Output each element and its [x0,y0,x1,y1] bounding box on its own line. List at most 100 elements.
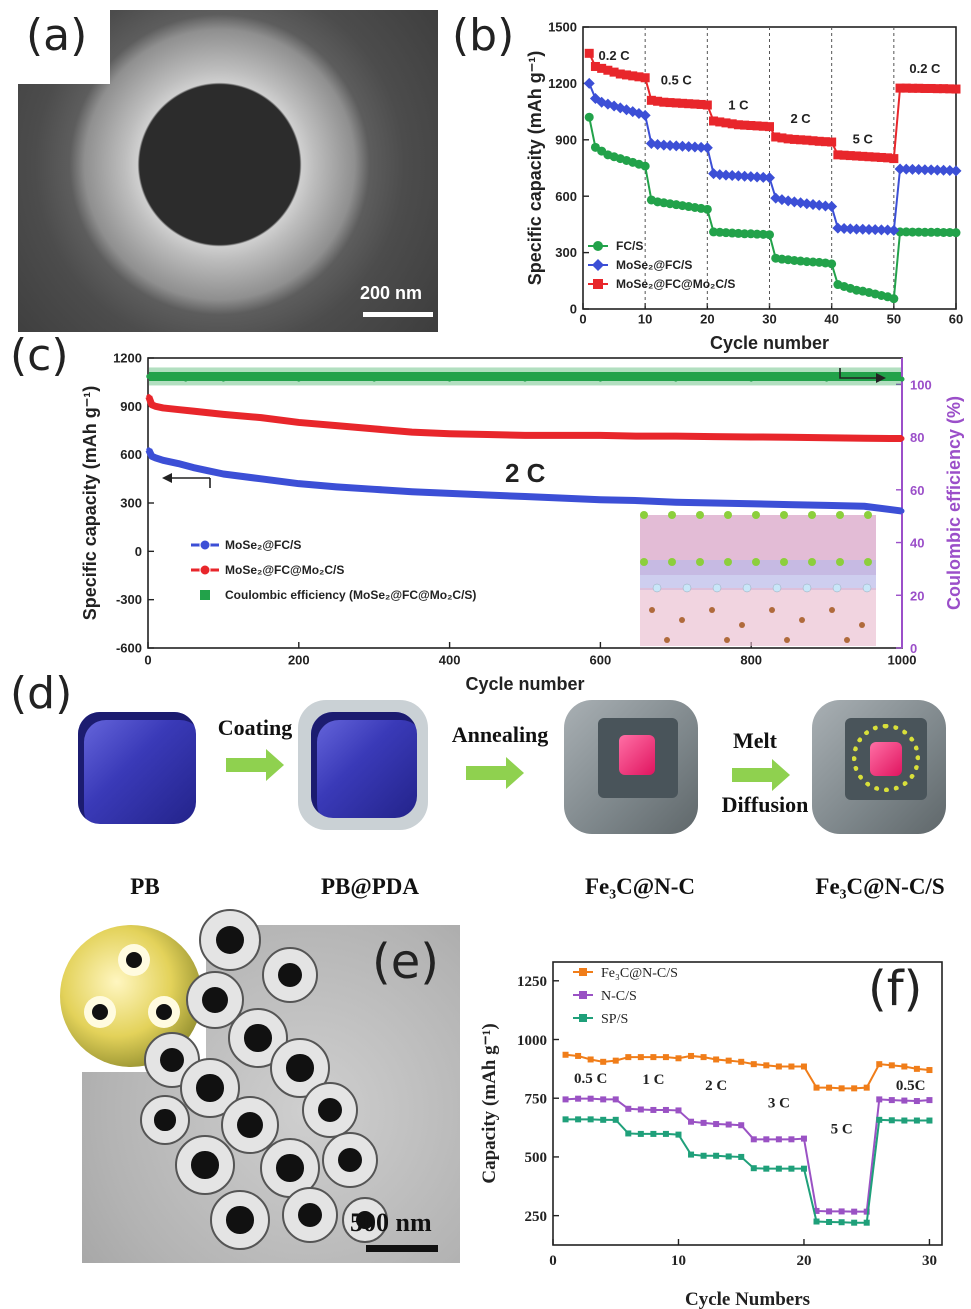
y-tick-label: 1200 [548,76,577,91]
material-label-fe3c-nc: Fe₃C@N-C [584,874,696,899]
data-point [863,1208,870,1215]
data-point [713,1056,720,1063]
data-point [628,71,638,81]
data-point [944,164,956,176]
data-point [409,429,415,435]
arrow-annealing [466,757,524,789]
data-point [640,73,650,83]
data-point [175,461,181,467]
plot-frame [552,961,943,1246]
legend-label: Coulombic efficiency (MoSe₂@FC@Mo₂C/S) [225,588,476,602]
x-tick-label: 10 [671,1253,686,1269]
y-tick-label: 600 [555,189,577,204]
data-point [775,1136,782,1143]
data-point [597,376,603,382]
data-point [764,172,775,184]
data-point [296,376,302,382]
data-point [603,65,613,75]
data-point [746,121,756,131]
data-point [920,83,930,93]
data-point [584,48,594,58]
data-point [869,224,881,236]
data-point [763,1062,770,1069]
inset-dot [156,1004,172,1020]
data-point [919,164,931,176]
rate-label: 1 C [728,98,749,113]
y2-tick-label: 80 [910,430,924,445]
data-point [748,434,754,440]
data-point [653,96,663,106]
data-point [676,140,688,152]
data-point [901,1097,908,1104]
data-point [622,70,632,80]
data-point [852,151,862,161]
x-tick-label: 0 [144,652,151,667]
data-point [813,1084,820,1091]
data-point [711,500,716,506]
tem-particle-core [159,1047,185,1073]
data-point [220,471,226,477]
data-point [740,120,750,130]
data-point [597,63,607,73]
data-point [597,497,603,503]
data-point [870,152,880,162]
data-point [813,1218,820,1225]
y-tick-label: -300 [116,592,142,607]
data-point [888,224,900,236]
data-point [600,1116,607,1123]
x-tick-label: 800 [740,652,762,667]
data-point [575,1052,582,1059]
data-point [758,121,768,131]
x-tick-label: 30 [922,1253,937,1269]
data-point [205,410,211,416]
data-point [258,415,264,421]
legend-marker [579,1014,587,1022]
data-point [677,98,687,108]
data-point [296,481,302,487]
panel-letter-a: (a) [26,10,88,61]
data-point [560,495,566,501]
data-point [901,1063,908,1070]
data-point [789,134,799,144]
data-point [560,432,566,438]
y2-tick-label: 40 [910,536,924,551]
data-point [839,150,849,160]
data-point [771,132,781,142]
data-point [851,223,863,235]
y-tick-label: -600 [116,641,142,656]
data-point [894,163,906,175]
data-point [863,223,875,235]
y-tick-label: 750 [525,1091,548,1107]
scale-label-a: 200 nm [360,283,423,303]
data-point [900,163,912,175]
data-point [950,165,962,177]
data-point [584,112,594,122]
arrow-melt-diffusion [732,759,790,791]
step-label-melt: Melt [733,728,777,753]
y-tick-label: 0 [135,544,142,559]
tem-particle-core [286,1054,314,1082]
legend-label: Fe₃C@N-C/S [601,966,678,981]
panel-letter-f: (f) [868,961,923,1017]
data-point [751,171,763,183]
data-point [814,136,824,146]
data-point [819,200,831,212]
y2-tick-label: 60 [910,483,924,498]
series-line [145,395,903,443]
data-point [625,1054,632,1061]
tem-carbon-shell [221,1096,279,1154]
data-point [726,170,738,182]
y-tick-label: 1000 [517,1033,547,1049]
legend-marker [200,590,210,600]
data-point [153,373,159,379]
data-point [371,486,377,492]
data-point [857,223,869,235]
data-point [938,164,950,176]
data-point [597,432,603,438]
data-point [725,1057,732,1064]
data-point [334,484,339,490]
x-tick-label: 0 [549,1253,557,1269]
data-point [832,222,844,234]
data-point [714,169,726,181]
data-point [711,434,716,440]
